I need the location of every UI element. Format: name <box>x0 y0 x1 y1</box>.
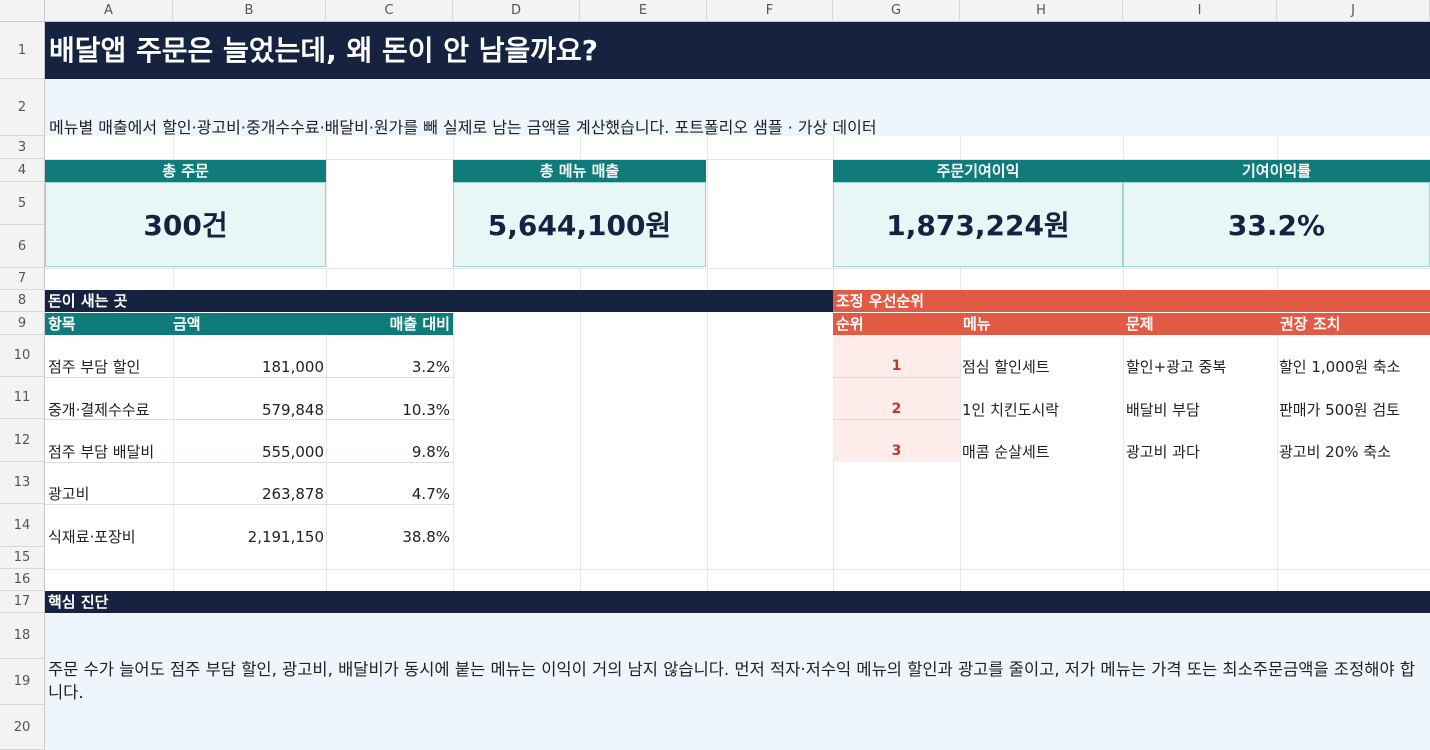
priority-header-action[interactable]: 권장 조치 <box>1280 313 1420 335</box>
priority-rank[interactable]: 3 <box>891 443 902 459</box>
leak-ratio[interactable]: 4.7% <box>411 485 450 503</box>
row-header-15[interactable]: 15 <box>0 547 45 569</box>
leak-ratio[interactable]: 38.8% <box>402 528 450 546</box>
column-header-g[interactable]: G <box>833 0 960 22</box>
column-header-b[interactable]: B <box>173 0 326 22</box>
priority-problem[interactable]: 광고비 과다 <box>1126 443 1200 461</box>
sheet-title[interactable]: 배달앱 주문은 늘었는데, 왜 돈이 안 남을까요? <box>45 22 1430 79</box>
row-header-5[interactable]: 5 <box>0 182 45 225</box>
leak-amount[interactable]: 555,000 <box>261 443 324 461</box>
priority-menu[interactable]: 매콤 순살세트 <box>962 443 1050 461</box>
row-header-9[interactable]: 9 <box>0 312 45 335</box>
kpi-orders-label[interactable]: 총 주문 <box>45 160 326 182</box>
row-header-2[interactable]: 2 <box>0 79 45 136</box>
leak-amount[interactable]: 263,878 <box>261 485 324 503</box>
gridline <box>45 268 1430 269</box>
row-header-18[interactable]: 18 <box>0 613 45 659</box>
leak-item[interactable]: 중개·결제수수료 <box>48 401 150 419</box>
sheet-subtitle[interactable]: 메뉴별 매출에서 할인·광고비·중개수수료·배달비·원가를 빼 실제로 남는 금… <box>49 118 877 137</box>
row-header-1[interactable]: 1 <box>0 22 45 79</box>
leak-item[interactable]: 점주 부담 할인 <box>48 358 141 376</box>
column-header-j[interactable]: J <box>1277 0 1430 22</box>
leak-ratio[interactable]: 9.8% <box>411 443 450 461</box>
leak-ratio[interactable]: 3.2% <box>411 358 450 376</box>
priority-header-menu[interactable]: 메뉴 <box>963 313 1063 335</box>
gridline <box>960 22 961 750</box>
priority-menu[interactable]: 점심 할인세트 <box>962 358 1050 376</box>
row-header-11[interactable]: 11 <box>0 377 45 419</box>
leak-header-amount[interactable]: 금액 <box>173 313 243 335</box>
row-header-13[interactable]: 13 <box>0 462 45 504</box>
row-header-8[interactable]: 8 <box>0 290 45 312</box>
priority-section-title[interactable]: 조정 우선순위 <box>833 290 1430 312</box>
leak-amount[interactable]: 579,848 <box>261 401 324 419</box>
column-header-a[interactable]: A <box>45 0 173 22</box>
leak-ratio[interactable]: 10.3% <box>402 401 450 419</box>
leak-amount[interactable]: 2,191,150 <box>247 528 324 546</box>
column-header-e[interactable]: E <box>580 0 707 22</box>
row-header-14[interactable]: 14 <box>0 504 45 547</box>
gridline <box>326 22 327 750</box>
row-header-6[interactable]: 6 <box>0 225 45 268</box>
diagnosis-title[interactable]: 핵심 진단 <box>45 591 1430 613</box>
row-header-19[interactable]: 19 <box>0 659 45 705</box>
row-divider <box>45 462 453 463</box>
rank-column-fill <box>833 335 960 462</box>
column-header-i[interactable]: I <box>1123 0 1277 22</box>
diagnosis-text[interactable]: 주문 수가 늘어도 점주 부담 할인, 광고비, 배달비가 동시에 붙는 메뉴는… <box>48 660 1416 702</box>
select-all-corner[interactable] <box>0 0 45 22</box>
gridline <box>1277 22 1278 750</box>
row-divider <box>833 377 960 378</box>
row-header-10[interactable]: 10 <box>0 335 45 377</box>
row-header-20[interactable]: 20 <box>0 705 45 750</box>
gridline <box>173 22 174 750</box>
row-divider <box>45 419 453 420</box>
row-divider <box>45 504 453 505</box>
priority-problem[interactable]: 배달비 부담 <box>1126 401 1200 419</box>
row-header-17[interactable]: 17 <box>0 591 45 613</box>
gridline <box>45 569 1430 570</box>
row-header-3[interactable]: 3 <box>0 136 45 159</box>
priority-header-problem[interactable]: 문제 <box>1126 313 1226 335</box>
leak-item[interactable]: 광고비 <box>48 485 90 503</box>
leak-amount[interactable]: 181,000 <box>261 358 324 376</box>
priority-menu[interactable]: 1인 치킨도시락 <box>962 401 1060 419</box>
row-divider <box>45 377 453 378</box>
leak-section-title[interactable]: 돈이 새는 곳 <box>45 290 833 312</box>
kpi-profit-label[interactable]: 주문기여이익 <box>833 160 1123 182</box>
leak-header-item[interactable]: 항목 <box>48 313 168 335</box>
column-header-f[interactable]: F <box>707 0 833 22</box>
leak-item[interactable]: 식재료·포장비 <box>48 528 136 546</box>
priority-problem[interactable]: 할인+광고 중복 <box>1126 358 1227 376</box>
kpi-profit-value[interactable]: 1,873,224원 <box>833 182 1123 267</box>
priority-rank[interactable]: 1 <box>891 358 902 374</box>
gridline <box>1123 22 1124 750</box>
gridline <box>45 159 1430 160</box>
priority-rank[interactable]: 2 <box>891 401 902 417</box>
row-divider <box>833 419 960 420</box>
row-header-7[interactable]: 7 <box>0 268 45 290</box>
priority-action[interactable]: 판매가 500원 검토 <box>1279 401 1400 419</box>
kpi-orders-value[interactable]: 300건 <box>45 182 326 267</box>
leak-header-ratio[interactable]: 매출 대비 <box>326 313 450 335</box>
column-header-d[interactable]: D <box>453 0 580 22</box>
kpi-margin-value[interactable]: 33.2% <box>1123 182 1430 267</box>
diagnosis-band <box>45 613 1430 750</box>
priority-action[interactable]: 광고비 20% 축소 <box>1279 443 1391 461</box>
column-header-h[interactable]: H <box>960 0 1123 22</box>
column-header-c[interactable]: C <box>326 0 453 22</box>
row-header-16[interactable]: 16 <box>0 569 45 591</box>
subtitle-band <box>45 79 1430 136</box>
priority-header-rank[interactable]: 순위 <box>836 313 936 335</box>
leak-item[interactable]: 점주 부담 배달비 <box>48 443 155 461</box>
row-header-12[interactable]: 12 <box>0 419 45 462</box>
gridline <box>580 22 581 750</box>
priority-action[interactable]: 할인 1,000원 축소 <box>1279 358 1401 376</box>
row-header-4[interactable]: 4 <box>0 159 45 182</box>
gridline <box>707 22 708 750</box>
kpi-margin-label[interactable]: 기여이익률 <box>1123 160 1430 182</box>
gridline <box>453 22 454 750</box>
kpi-sales-value[interactable]: 5,644,100원 <box>453 182 706 267</box>
kpi-sales-label[interactable]: 총 메뉴 매출 <box>453 160 706 182</box>
